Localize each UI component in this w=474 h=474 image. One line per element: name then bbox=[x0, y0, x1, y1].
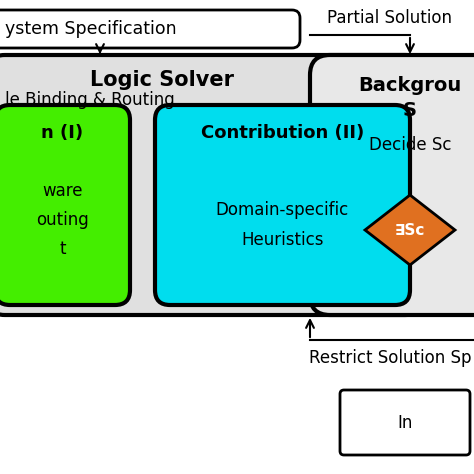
Text: Logic Solver: Logic Solver bbox=[90, 70, 234, 90]
FancyBboxPatch shape bbox=[310, 55, 474, 315]
FancyBboxPatch shape bbox=[155, 105, 410, 305]
FancyBboxPatch shape bbox=[340, 390, 470, 455]
FancyBboxPatch shape bbox=[0, 105, 130, 305]
Text: ∃Sc: ∃Sc bbox=[395, 222, 425, 237]
Polygon shape bbox=[365, 195, 455, 265]
Text: Partial Solution: Partial Solution bbox=[328, 9, 453, 27]
Text: le Binding & Routing: le Binding & Routing bbox=[5, 91, 175, 109]
Text: ystem Specification: ystem Specification bbox=[5, 20, 177, 38]
Text: Domain-specific
Heuristics: Domain-specific Heuristics bbox=[216, 201, 349, 248]
Text: ware
outing
t: ware outing t bbox=[36, 182, 89, 258]
Text: Contribution (II): Contribution (II) bbox=[201, 124, 364, 142]
Text: Restrict Solution Sp: Restrict Solution Sp bbox=[309, 349, 471, 367]
Text: In: In bbox=[397, 413, 413, 431]
Text: Backgrou: Backgrou bbox=[358, 75, 462, 94]
FancyBboxPatch shape bbox=[0, 10, 300, 48]
Text: Decide Sc: Decide Sc bbox=[369, 136, 451, 154]
Text: n (I): n (I) bbox=[41, 124, 83, 142]
FancyBboxPatch shape bbox=[0, 55, 425, 315]
Text: S: S bbox=[403, 100, 417, 119]
